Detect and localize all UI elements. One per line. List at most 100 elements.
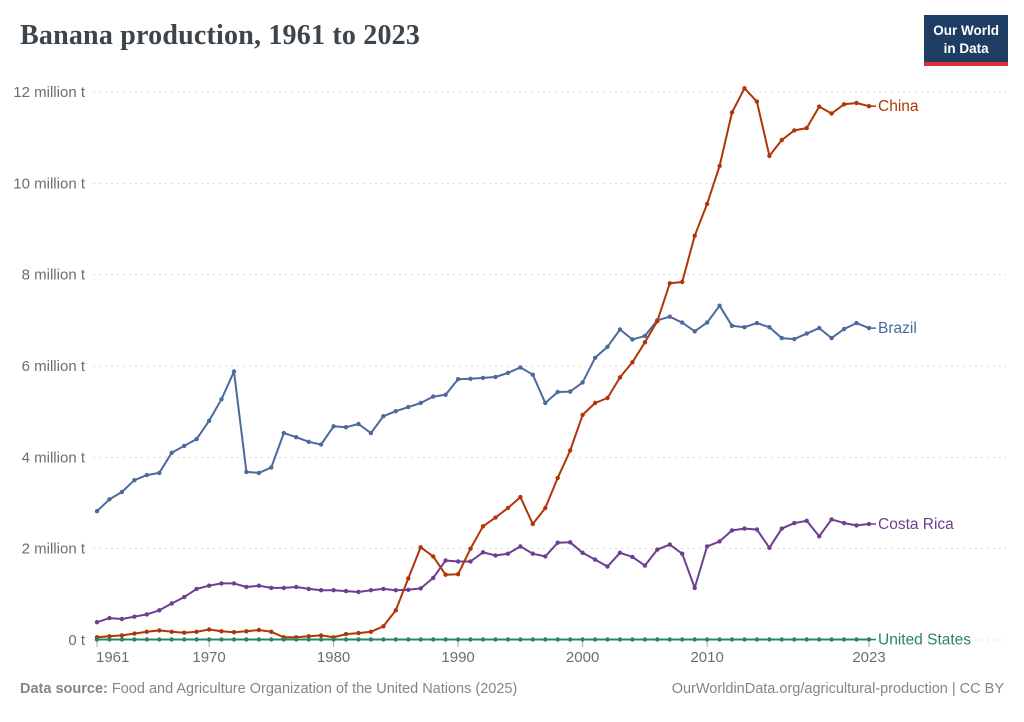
data-point[interactable] bbox=[356, 589, 361, 595]
data-point[interactable] bbox=[729, 528, 735, 533]
data-point[interactable] bbox=[568, 540, 573, 545]
data-point[interactable] bbox=[318, 633, 324, 638]
data-point[interactable] bbox=[704, 544, 710, 549]
data-point[interactable] bbox=[829, 335, 834, 341]
series-united-states[interactable]: United States bbox=[94, 632, 972, 649]
data-point[interactable] bbox=[443, 637, 448, 642]
data-point[interactable] bbox=[194, 436, 199, 442]
data-point[interactable] bbox=[406, 637, 411, 642]
data-point[interactable] bbox=[306, 586, 311, 592]
data-point[interactable] bbox=[680, 551, 685, 556]
data-point[interactable] bbox=[493, 637, 498, 642]
data-point[interactable] bbox=[294, 435, 299, 440]
data-point[interactable] bbox=[667, 314, 672, 319]
data-point[interactable] bbox=[704, 637, 710, 642]
data-point[interactable] bbox=[132, 637, 137, 642]
data-point[interactable] bbox=[804, 637, 809, 642]
data-point[interactable] bbox=[182, 637, 187, 642]
data-point[interactable] bbox=[655, 319, 660, 324]
data-point[interactable] bbox=[754, 99, 760, 104]
data-point[interactable] bbox=[704, 201, 710, 207]
data-point[interactable] bbox=[368, 629, 374, 634]
data-point[interactable] bbox=[318, 637, 324, 642]
data-point[interactable] bbox=[144, 629, 149, 634]
data-point[interactable] bbox=[418, 637, 423, 642]
data-point[interactable] bbox=[592, 355, 598, 360]
data-point[interactable] bbox=[505, 637, 511, 642]
series-label-brazil[interactable]: Brazil bbox=[878, 320, 917, 337]
data-point[interactable] bbox=[418, 400, 423, 406]
data-point[interactable] bbox=[680, 320, 685, 325]
data-point[interactable] bbox=[817, 637, 822, 642]
data-point[interactable] bbox=[655, 637, 660, 642]
data-point[interactable] bbox=[729, 637, 735, 642]
data-point[interactable] bbox=[742, 86, 747, 91]
data-point[interactable] bbox=[393, 409, 398, 414]
data-point[interactable] bbox=[206, 418, 212, 423]
data-point[interactable] bbox=[157, 608, 162, 613]
data-point[interactable] bbox=[829, 637, 834, 642]
data-point[interactable] bbox=[866, 521, 872, 527]
data-point[interactable] bbox=[119, 633, 125, 638]
data-point[interactable] bbox=[580, 380, 585, 385]
series-costa-rica[interactable]: Costa Rica bbox=[94, 516, 954, 625]
data-point[interactable] bbox=[381, 624, 386, 629]
data-point[interactable] bbox=[331, 588, 336, 593]
data-point[interactable] bbox=[829, 517, 834, 522]
data-point[interactable] bbox=[418, 545, 423, 550]
data-point[interactable] bbox=[518, 494, 523, 500]
data-point[interactable] bbox=[505, 505, 511, 511]
data-point[interactable] bbox=[841, 520, 847, 526]
data-point[interactable] bbox=[306, 634, 311, 639]
data-point[interactable] bbox=[219, 581, 224, 586]
data-point[interactable] bbox=[132, 478, 137, 483]
data-point[interactable] bbox=[206, 583, 212, 588]
data-point[interactable] bbox=[443, 558, 448, 563]
data-point[interactable] bbox=[431, 575, 436, 581]
data-point[interactable] bbox=[393, 608, 398, 613]
data-point[interactable] bbox=[592, 400, 598, 406]
data-point[interactable] bbox=[592, 557, 598, 562]
data-point[interactable] bbox=[841, 326, 847, 332]
data-point[interactable] bbox=[605, 395, 610, 401]
data-point[interactable] bbox=[443, 392, 448, 397]
data-point[interactable] bbox=[754, 637, 760, 642]
data-point[interactable] bbox=[107, 637, 112, 642]
data-point[interactable] bbox=[680, 279, 685, 285]
data-point[interactable] bbox=[667, 542, 672, 547]
data-point[interactable] bbox=[518, 544, 523, 549]
data-point[interactable] bbox=[169, 637, 174, 642]
data-point[interactable] bbox=[568, 637, 573, 642]
data-point[interactable] bbox=[742, 637, 747, 642]
data-point[interactable] bbox=[343, 588, 349, 594]
data-point[interactable] bbox=[767, 325, 772, 330]
data-point[interactable] bbox=[269, 585, 274, 591]
data-point[interactable] bbox=[107, 634, 112, 639]
data-point[interactable] bbox=[617, 550, 623, 555]
data-point[interactable] bbox=[630, 337, 635, 342]
data-point[interactable] bbox=[356, 630, 361, 636]
data-point[interactable] bbox=[443, 572, 448, 577]
data-point[interactable] bbox=[306, 637, 311, 642]
data-point[interactable] bbox=[144, 612, 149, 617]
data-point[interactable] bbox=[119, 489, 125, 495]
data-point[interactable] bbox=[804, 125, 809, 131]
data-point[interactable] bbox=[194, 586, 199, 592]
data-point[interactable] bbox=[854, 523, 859, 528]
data-point[interactable] bbox=[530, 637, 535, 642]
data-point[interactable] bbox=[866, 104, 872, 109]
data-point[interactable] bbox=[792, 637, 797, 642]
data-point[interactable] bbox=[792, 336, 797, 342]
data-point[interactable] bbox=[356, 637, 361, 642]
data-point[interactable] bbox=[219, 397, 224, 402]
data-point[interactable] bbox=[543, 637, 548, 642]
data-point[interactable] bbox=[119, 616, 125, 622]
data-point[interactable] bbox=[294, 584, 299, 590]
data-point[interactable] bbox=[368, 430, 374, 436]
data-point[interactable] bbox=[318, 442, 324, 447]
data-point[interactable] bbox=[244, 637, 249, 642]
data-point[interactable] bbox=[617, 327, 623, 332]
data-point[interactable] bbox=[642, 637, 648, 642]
data-point[interactable] bbox=[530, 372, 535, 377]
